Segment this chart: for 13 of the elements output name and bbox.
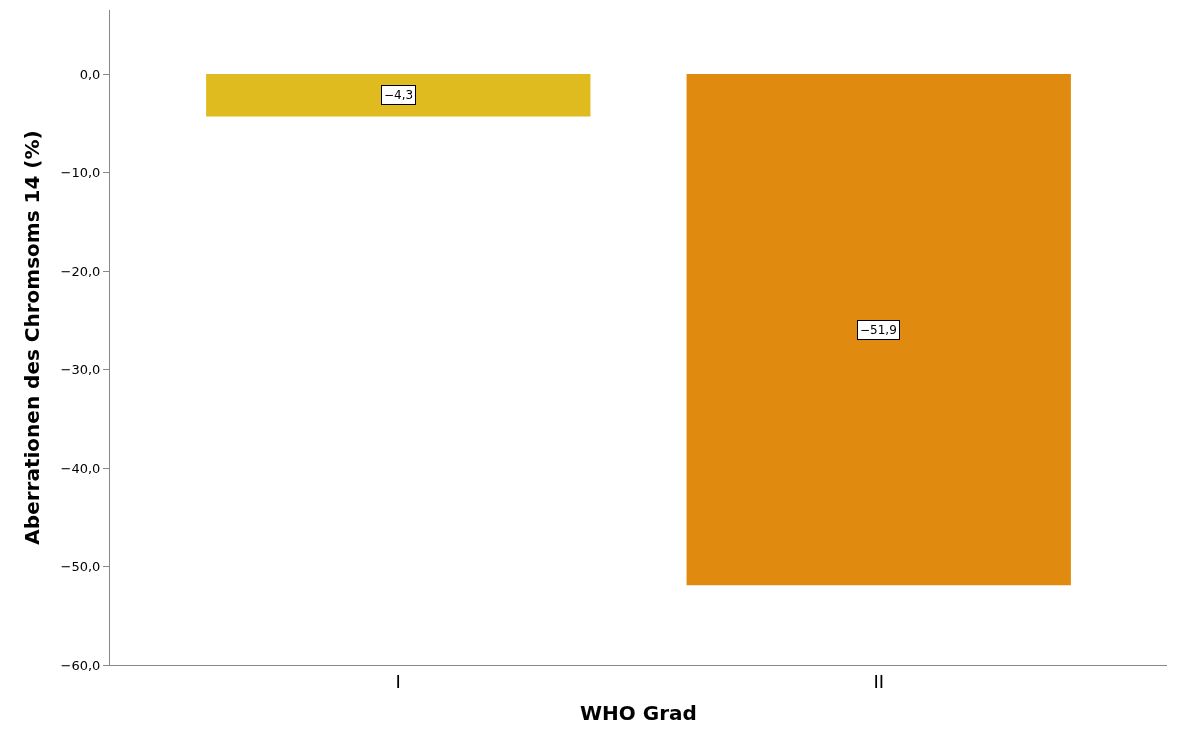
y-tick-label: 0,0 <box>79 66 101 82</box>
data-label: −4,3 <box>384 88 414 102</box>
y-tick-label: −10,0 <box>60 165 101 181</box>
x-tick-label: I <box>395 670 401 692</box>
y-axis-title: Aberrationen des Chromsoms 14 (%) <box>20 130 45 545</box>
y-tick-label: −20,0 <box>60 263 101 279</box>
y-tick-label: −50,0 <box>60 559 101 575</box>
y-tick-label: −40,0 <box>60 460 101 476</box>
x-axis-title: WHO Grad <box>580 701 697 726</box>
y-tick-label: −60,0 <box>60 657 101 673</box>
x-tick-label: II <box>873 670 885 692</box>
y-tick-label: −30,0 <box>60 362 101 378</box>
data-label: −51,9 <box>860 323 897 337</box>
